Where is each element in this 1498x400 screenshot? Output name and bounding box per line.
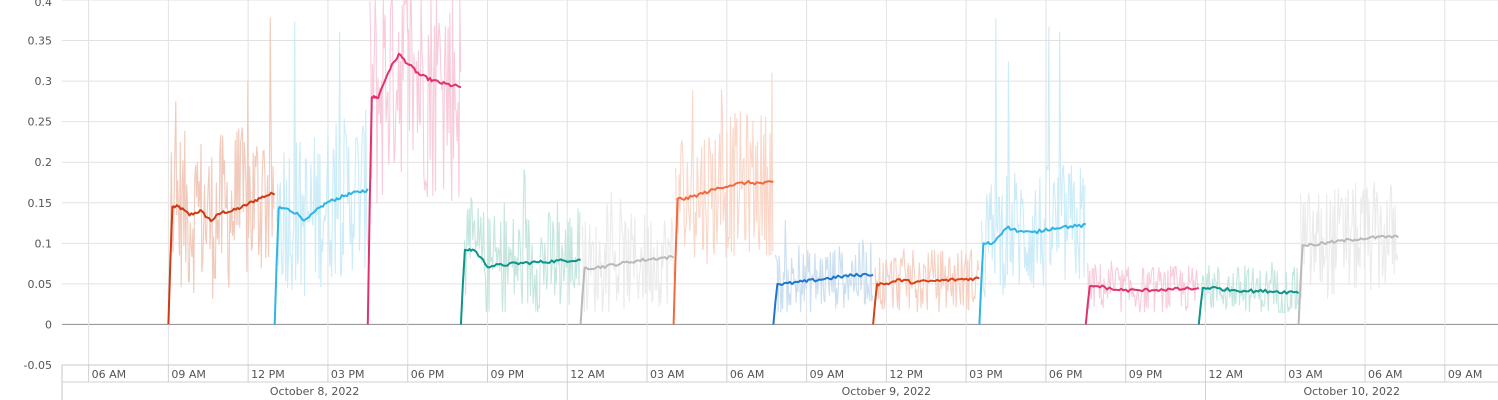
series-6-line xyxy=(672,179,774,325)
date-group-label: October 8, 2022 xyxy=(270,385,360,398)
y-tick-label: 0 xyxy=(45,318,52,331)
x-tick-label: 06 AM xyxy=(92,368,127,381)
y-tick-label: 0.25 xyxy=(28,116,53,129)
x-tick-label: 09 PM xyxy=(1129,368,1163,381)
series-2-line xyxy=(273,188,369,325)
x-tick-label: 06 PM xyxy=(1049,368,1083,381)
x-tick-label: 03 PM xyxy=(969,368,1003,381)
series-9-noise-band xyxy=(980,17,1086,298)
x-tick-label: 12 PM xyxy=(889,368,923,381)
y-tick-label: 0.05 xyxy=(28,278,53,291)
series-1-noise-band xyxy=(169,17,275,300)
series-9-line xyxy=(978,223,1086,325)
series-10-line xyxy=(1084,284,1200,325)
series-8-noise-band xyxy=(874,248,980,313)
x-tick-label: 03 PM xyxy=(331,368,365,381)
x-tick-label: 09 PM xyxy=(490,368,524,381)
x-tick-label: 12 AM xyxy=(1208,368,1243,381)
x-tick-label: 03 AM xyxy=(650,368,685,381)
x-tick-label: 09 AM xyxy=(171,368,206,381)
series-2-noise-band xyxy=(276,21,369,296)
date-group-label: October 10, 2022 xyxy=(1303,385,1400,398)
axes: -0.05 0 0.05 0.1 0.15 0.2 0.25 0.3 0.35 0.4 06 AM 0… xyxy=(24,0,1498,400)
series-1-line xyxy=(167,191,276,325)
y-tick-label: 0.35 xyxy=(28,35,53,48)
series-12-noise-band xyxy=(1300,181,1399,300)
series-8-line xyxy=(872,276,980,325)
series-12-line xyxy=(1297,234,1399,325)
series-lines xyxy=(167,52,1399,325)
x-tick-label: 12 PM xyxy=(251,368,285,381)
x-tick-label: 06 PM xyxy=(411,368,445,381)
series-7-noise-band xyxy=(774,219,874,313)
series-5-line xyxy=(579,255,675,325)
x-tick-label: 09 AM xyxy=(1448,368,1483,381)
series-7-line xyxy=(772,272,874,325)
y-tick-label: 0.15 xyxy=(28,197,53,210)
y-tick-label: 0.4 xyxy=(35,0,53,9)
x-tick-label: 09 AM xyxy=(810,368,845,381)
series-6-noise-band xyxy=(675,72,774,265)
series-4-noise-band xyxy=(462,169,581,313)
series-11-noise-band xyxy=(1200,262,1299,314)
date-group-label: October 9, 2022 xyxy=(842,385,932,398)
y-tick-label: -0.05 xyxy=(24,359,52,372)
x-tick-label: 03 AM xyxy=(1288,368,1323,381)
x-tick-label: 06 AM xyxy=(730,368,765,381)
y-tick-label: 0.1 xyxy=(35,237,53,250)
x-tick-label: 06 AM xyxy=(1368,368,1403,381)
series-11-line xyxy=(1197,286,1300,325)
y-tick-label: 0.2 xyxy=(35,156,53,169)
x-tick-label: 12 AM xyxy=(570,368,605,381)
series-3-line xyxy=(366,52,461,325)
y-tick-label: 0.3 xyxy=(35,75,53,88)
series-4-line xyxy=(459,248,581,325)
